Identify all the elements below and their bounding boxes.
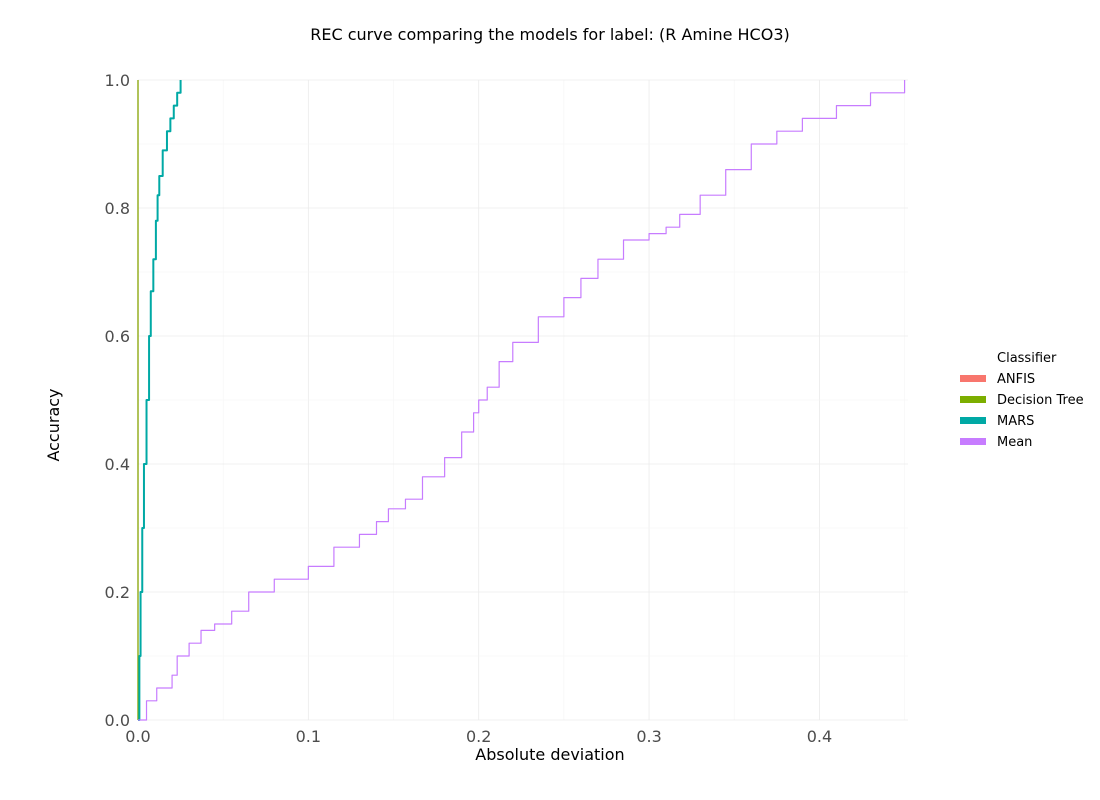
legend: Classifier ANFIS Decision Tree MARS Mean bbox=[960, 351, 1084, 450]
y-tick-label: 0.4 bbox=[105, 455, 130, 474]
x-tick-label: 0.0 bbox=[125, 727, 150, 746]
legend-title: Classifier bbox=[997, 351, 1057, 366]
legend-label: Mean bbox=[997, 435, 1032, 450]
x-tick-label: 0.4 bbox=[807, 727, 832, 746]
y-axis-label: Accuracy bbox=[44, 388, 63, 461]
series-layer bbox=[137, 80, 906, 721]
x-tick-label: 0.2 bbox=[466, 727, 491, 746]
grid bbox=[137, 79, 908, 721]
chart-title: REC curve comparing the models for label… bbox=[310, 25, 790, 44]
legend-label: ANFIS bbox=[997, 372, 1035, 387]
y-tick-label: 0.2 bbox=[105, 583, 130, 602]
y-tick-label: 0.8 bbox=[105, 199, 130, 218]
legend-items: ANFIS Decision Tree MARS Mean bbox=[960, 372, 1084, 450]
legend-swatch bbox=[960, 417, 986, 424]
legend-swatch bbox=[960, 396, 986, 403]
legend-swatch bbox=[960, 438, 986, 445]
x-tick-labels: 0.0 0.1 0.2 0.3 0.4 bbox=[125, 727, 832, 746]
x-tick-label: 0.3 bbox=[636, 727, 661, 746]
legend-label: Decision Tree bbox=[997, 393, 1084, 408]
series-line-mars bbox=[138, 80, 182, 721]
y-tick-label: 0.6 bbox=[105, 327, 130, 346]
x-axis-label: Absolute deviation bbox=[475, 745, 624, 764]
series-line-mean bbox=[138, 80, 906, 721]
y-tick-label: 0.0 bbox=[105, 711, 130, 730]
legend-swatch bbox=[960, 375, 986, 382]
y-tick-label: 1.0 bbox=[105, 71, 130, 90]
y-tick-labels: 0.0 0.2 0.4 0.6 0.8 1.0 bbox=[105, 71, 130, 730]
x-tick-label: 0.1 bbox=[296, 727, 321, 746]
legend-label: MARS bbox=[997, 414, 1034, 429]
